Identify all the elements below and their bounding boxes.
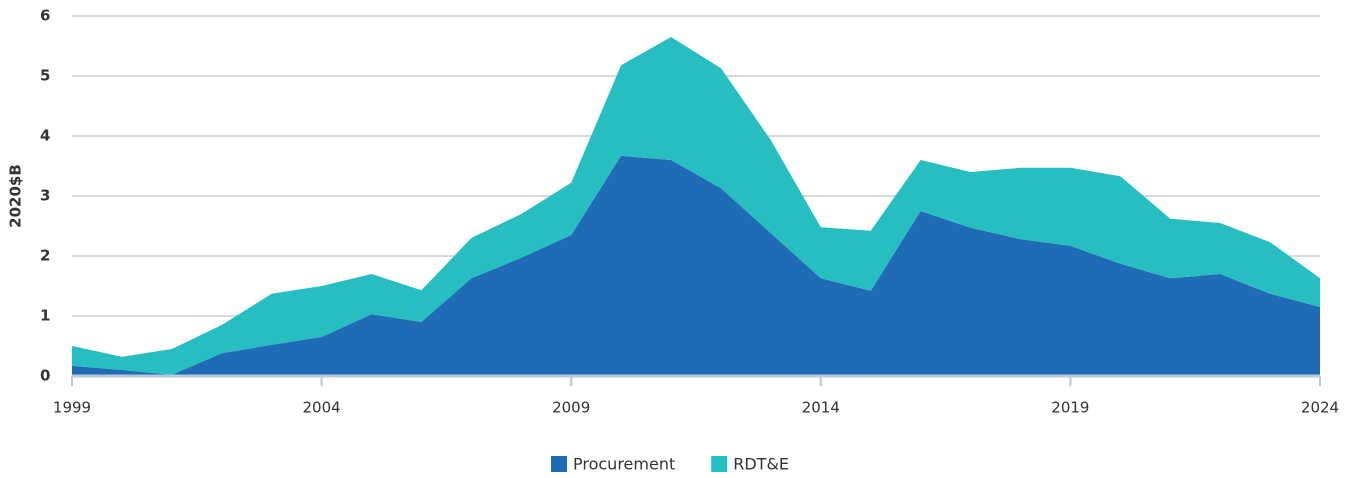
legend-label: RDT&E <box>733 455 789 474</box>
y-tick-label: 0 <box>40 367 50 385</box>
legend-swatch <box>711 456 728 472</box>
y-tick-label: 5 <box>40 67 50 85</box>
y-tick-label: 6 <box>40 7 50 25</box>
y-tick-label: 1 <box>40 307 50 325</box>
x-tick-label: 1999 <box>53 399 91 417</box>
legend-swatch <box>551 456 567 472</box>
legend-label: Procurement <box>573 455 675 474</box>
x-tick-label: 2019 <box>1051 399 1089 417</box>
y-tick-label: 3 <box>40 187 50 205</box>
y-tick-label: 2 <box>40 247 50 265</box>
area <box>72 37 1320 375</box>
y-axis-label: 2020$B <box>7 164 25 228</box>
y-tick-label: 4 <box>40 127 50 145</box>
x-tick-label: 2014 <box>802 399 840 417</box>
area <box>72 155 1320 376</box>
x-tick-label: 2024 <box>1301 399 1339 417</box>
x-tick-label: 2009 <box>552 399 590 417</box>
x-tick-label: 2004 <box>303 399 341 417</box>
